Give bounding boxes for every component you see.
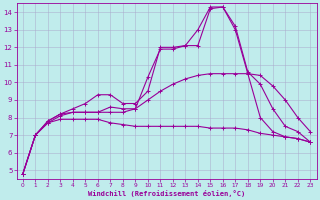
X-axis label: Windchill (Refroidissement éolien,°C): Windchill (Refroidissement éolien,°C) — [88, 190, 245, 197]
